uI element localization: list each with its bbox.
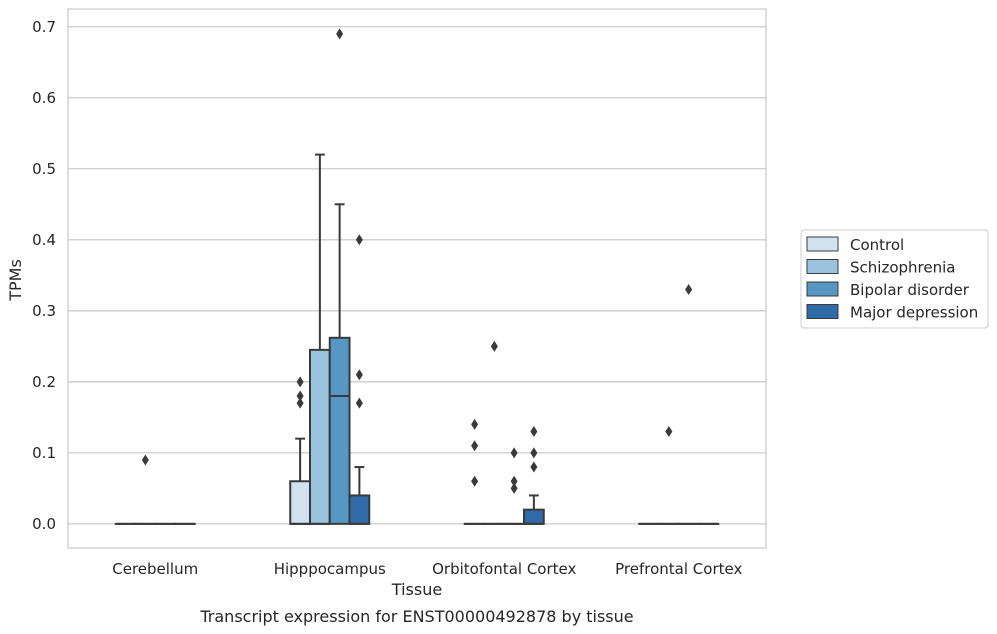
legend: Control Schizophrenia Bipolar disorder Majo…: [800, 229, 989, 329]
outlier-point: [471, 418, 479, 430]
legend-label: Schizophrenia: [850, 259, 955, 277]
outlier-point: [530, 426, 538, 438]
outlier-point: [510, 447, 518, 459]
y-tick-label: 0.3: [32, 302, 56, 320]
outlier-point: [490, 340, 498, 352]
y-axis-ticks: 0.0 0.1 0.2 0.3 0.4 0.5 0.6 0.7: [32, 18, 56, 533]
legend-label: Major depression: [850, 304, 978, 322]
box-body: [523, 508, 545, 525]
x-axis-ticks: Cerebellum Hipppocampus Orbitofontal Corte…: [112, 560, 742, 578]
outlier-point: [296, 390, 304, 402]
y-tick-label: 0.0: [32, 515, 56, 533]
box-body: [309, 348, 331, 525]
box-schizophrenia: [658, 426, 680, 525]
y-tick-label: 0.4: [32, 231, 56, 249]
plot-frame: [67, 8, 767, 549]
box-bipolar-disorder: [328, 28, 351, 525]
box-major-depression: [348, 234, 371, 525]
outlier-point: [471, 475, 479, 487]
box-schizophrenia: [483, 340, 506, 525]
x-axis-title: Tissue: [391, 580, 442, 599]
outlier-point: [296, 397, 304, 409]
legend-swatch: [806, 304, 839, 319]
x-tick-label: Orbitofontal Cortex: [432, 560, 576, 578]
box-control: [463, 418, 486, 525]
x-tick-label: Cerebellum: [112, 560, 198, 578]
outlier-point: [665, 426, 673, 438]
box-bipolar-disorder: [503, 447, 525, 525]
y-tick-label: 0.2: [32, 373, 56, 391]
outlier-point: [530, 447, 538, 459]
legend-label: Control: [850, 236, 904, 254]
chart-caption: Transcript expression for ENST0000049287…: [199, 607, 633, 626]
outlier-point: [355, 369, 363, 381]
box-bipolar-disorder: [677, 284, 700, 525]
box-body: [348, 494, 371, 525]
box-plot-area: [114, 28, 720, 525]
outlier-point: [336, 28, 344, 40]
box-major-depression: [523, 426, 545, 525]
box-schizophrenia: [309, 153, 331, 525]
legend-swatch: [806, 236, 839, 252]
legend-swatch: [806, 259, 839, 274]
y-tick-label: 0.1: [32, 444, 56, 462]
legend-frame: [800, 229, 989, 329]
box-body: [328, 336, 351, 525]
y-tick-label: 0.7: [32, 18, 56, 36]
outlier-point: [471, 440, 479, 452]
x-tick-label: Prefrontal Cortex: [615, 560, 742, 578]
outlier-point: [355, 234, 363, 246]
outlier-point: [510, 475, 518, 487]
outlier-point: [296, 376, 304, 388]
outlier-point: [510, 482, 518, 494]
y-tick-label: 0.5: [32, 160, 56, 178]
box-body: [289, 480, 311, 525]
legend-swatch: [806, 281, 839, 297]
x-tick-label: Hipppocampus: [274, 560, 386, 578]
grid-lines: [68, 26, 766, 525]
outlier-point: [530, 461, 538, 473]
y-tick-label: 0.6: [32, 89, 56, 107]
y-axis-title: TPMs: [6, 259, 25, 302]
outlier-point: [355, 397, 363, 409]
box-schizophrenia: [134, 454, 157, 525]
box-control: [289, 376, 311, 525]
outlier-point: [685, 284, 693, 296]
outlier-point: [141, 454, 149, 466]
legend-label: Bipolar disorder: [850, 281, 970, 299]
